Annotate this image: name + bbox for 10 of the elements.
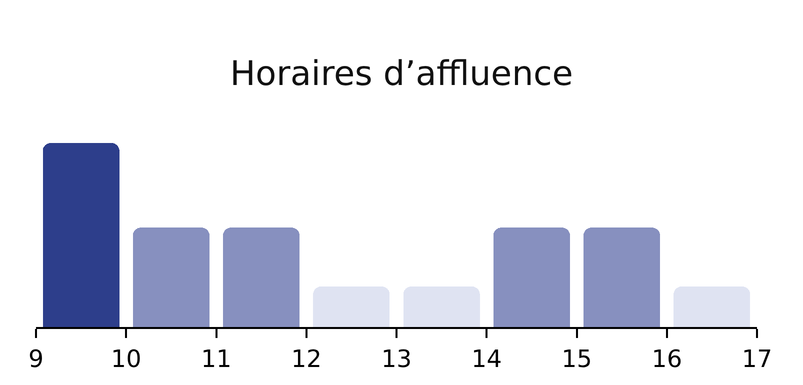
x-tick-label: 17 (742, 344, 772, 373)
x-tick-label: 14 (471, 344, 502, 373)
chart-title: Horaires d’affluence (230, 54, 574, 94)
x-tick-label: 10 (110, 344, 142, 373)
x-tick-label: 12 (291, 344, 322, 373)
x-tick-label: 9 (28, 344, 44, 373)
x-tick-label: 11 (200, 344, 232, 373)
x-tick-label: 15 (561, 344, 592, 373)
x-tick-label: 13 (381, 344, 412, 373)
x-tick-label: 16 (652, 344, 682, 373)
